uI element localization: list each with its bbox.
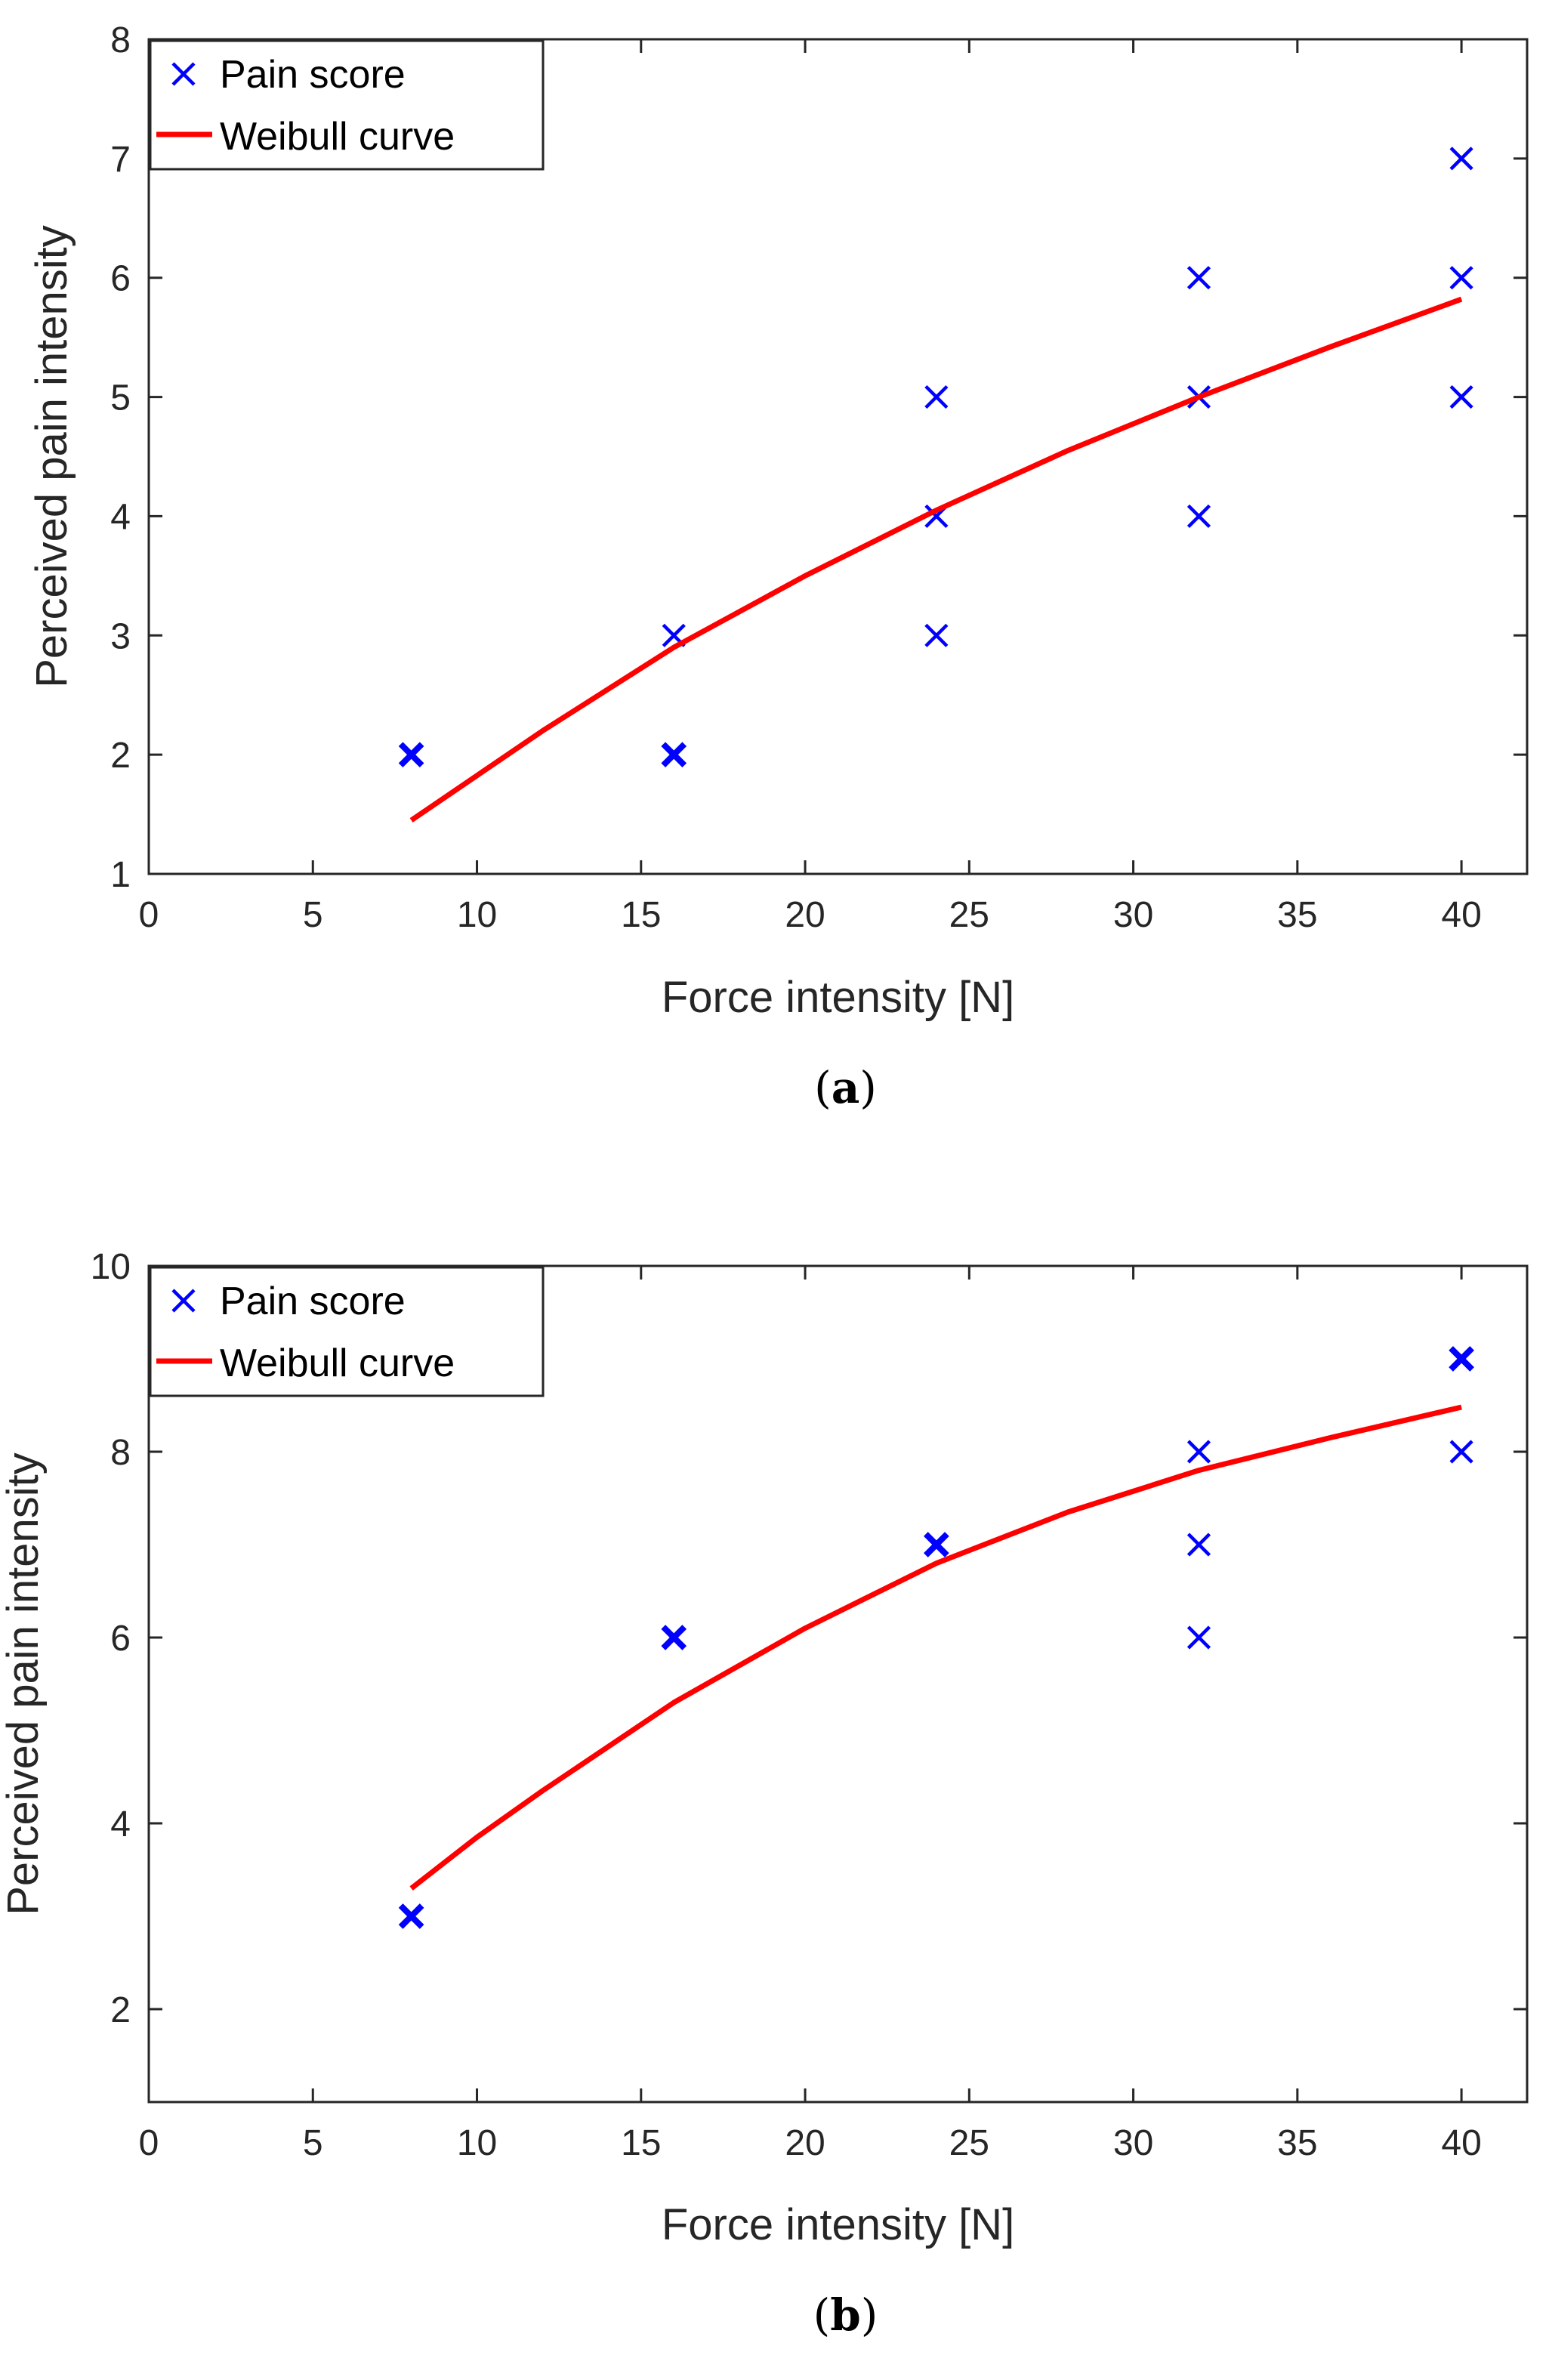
pain-score-marker (1186, 266, 1211, 290)
legend-entry-weibull-curve: Weibull curve (220, 115, 455, 159)
legend-marker-x-icon (171, 1289, 196, 1313)
pain-score-marker (1449, 266, 1473, 290)
pain-score-marker (661, 742, 687, 767)
x-tick-label: 35 (1277, 2123, 1317, 2163)
x-tick-label: 30 (1113, 2123, 1153, 2163)
weibull-curve-line (409, 1404, 1462, 1891)
pain-score-marker (1186, 504, 1211, 529)
x-tick-label: 10 (457, 2123, 497, 2163)
x-tick-label: 30 (1113, 895, 1153, 935)
legend-box (149, 1266, 545, 1397)
x-axis-label: Force intensity [N] (662, 2200, 1014, 2249)
y-tick-label: 2 (110, 1990, 131, 2030)
pain-score-marker (398, 742, 424, 767)
x-tick-label: 20 (785, 2123, 825, 2163)
y-axis-label: Perceived pain intensity (27, 225, 76, 688)
pain-score-marker (398, 1903, 424, 1929)
panel-label: (b) (813, 2289, 878, 2341)
chart-panel-b: 0 5 10 15 20 25 30 35 40 2 4 6 8 10 Force intensity [N… (0, 1247, 1529, 2341)
y-tick-label: 8 (110, 1433, 131, 1473)
y-tick-label: 8 (110, 20, 131, 60)
pain-score-marker (1449, 147, 1473, 171)
pain-score-marker (1186, 1625, 1211, 1650)
pain-score-marker (924, 623, 949, 647)
pain-score-marker (924, 1532, 949, 1557)
y-tick-label: 7 (110, 140, 131, 180)
x-tick-label: 15 (621, 895, 661, 935)
legend: Pain score Weibull curve (149, 39, 545, 171)
y-tick-label: 4 (110, 497, 131, 537)
y-tick-label: 6 (110, 1619, 131, 1659)
pain-score-marker (1449, 1440, 1473, 1464)
pain-score-marker (924, 384, 949, 409)
plot-area (147, 38, 1529, 875)
pain-score-marker (1449, 384, 1473, 409)
x-tick-label: 20 (785, 895, 825, 935)
x-tick-label: 0 (139, 895, 159, 935)
x-tick-label: 5 (303, 895, 323, 935)
x-tick-label: 25 (949, 2123, 989, 2163)
legend-entry-weibull-curve: Weibull curve (220, 1341, 455, 1385)
x-tick-label: 25 (949, 895, 989, 935)
legend-marker-x-icon (171, 62, 196, 86)
y-tick-label: 3 (110, 616, 131, 656)
pain-score-series (398, 147, 1473, 767)
x-tick-label: 35 (1277, 895, 1317, 935)
y-tick-label: 6 (110, 259, 131, 299)
legend-entry-pain-score: Pain score (220, 1280, 406, 1323)
x-tick-label: 5 (303, 2123, 323, 2163)
pain-score-series (398, 1346, 1474, 1929)
legend: Pain score Weibull curve (149, 1266, 545, 1397)
plot-area (147, 1264, 1529, 2104)
x-tick-label: 0 (139, 2123, 159, 2163)
y-tick-label: 4 (110, 1804, 131, 1844)
x-tick-label: 40 (1441, 2123, 1481, 2163)
panel-label: (a) (814, 1062, 877, 1113)
pain-score-marker (1186, 1533, 1211, 1557)
y-tick-label: 2 (110, 736, 131, 776)
y-tick-label: 1 (110, 855, 131, 895)
pain-score-marker (1449, 1346, 1474, 1372)
y-tick-label: 5 (110, 378, 131, 418)
y-axis-label: Perceived pain intensity (0, 1452, 48, 1915)
x-axis-label: Force intensity [N] (662, 973, 1014, 1022)
legend-entry-pain-score: Pain score (220, 53, 406, 97)
pain-score-marker (1186, 1440, 1211, 1464)
y-tick-label: 10 (91, 1247, 131, 1287)
x-tick-label: 15 (621, 2123, 661, 2163)
pain-score-marker (661, 1625, 687, 1650)
x-tick-label: 10 (457, 895, 497, 935)
legend-box (149, 39, 545, 171)
weibull-curve-line (409, 296, 1463, 823)
x-tick-label: 40 (1441, 895, 1481, 935)
chart-panel-a: 0 5 10 15 20 25 30 35 40 1 2 3 4 5 6 7 8 Force intensity … (27, 20, 1529, 1113)
